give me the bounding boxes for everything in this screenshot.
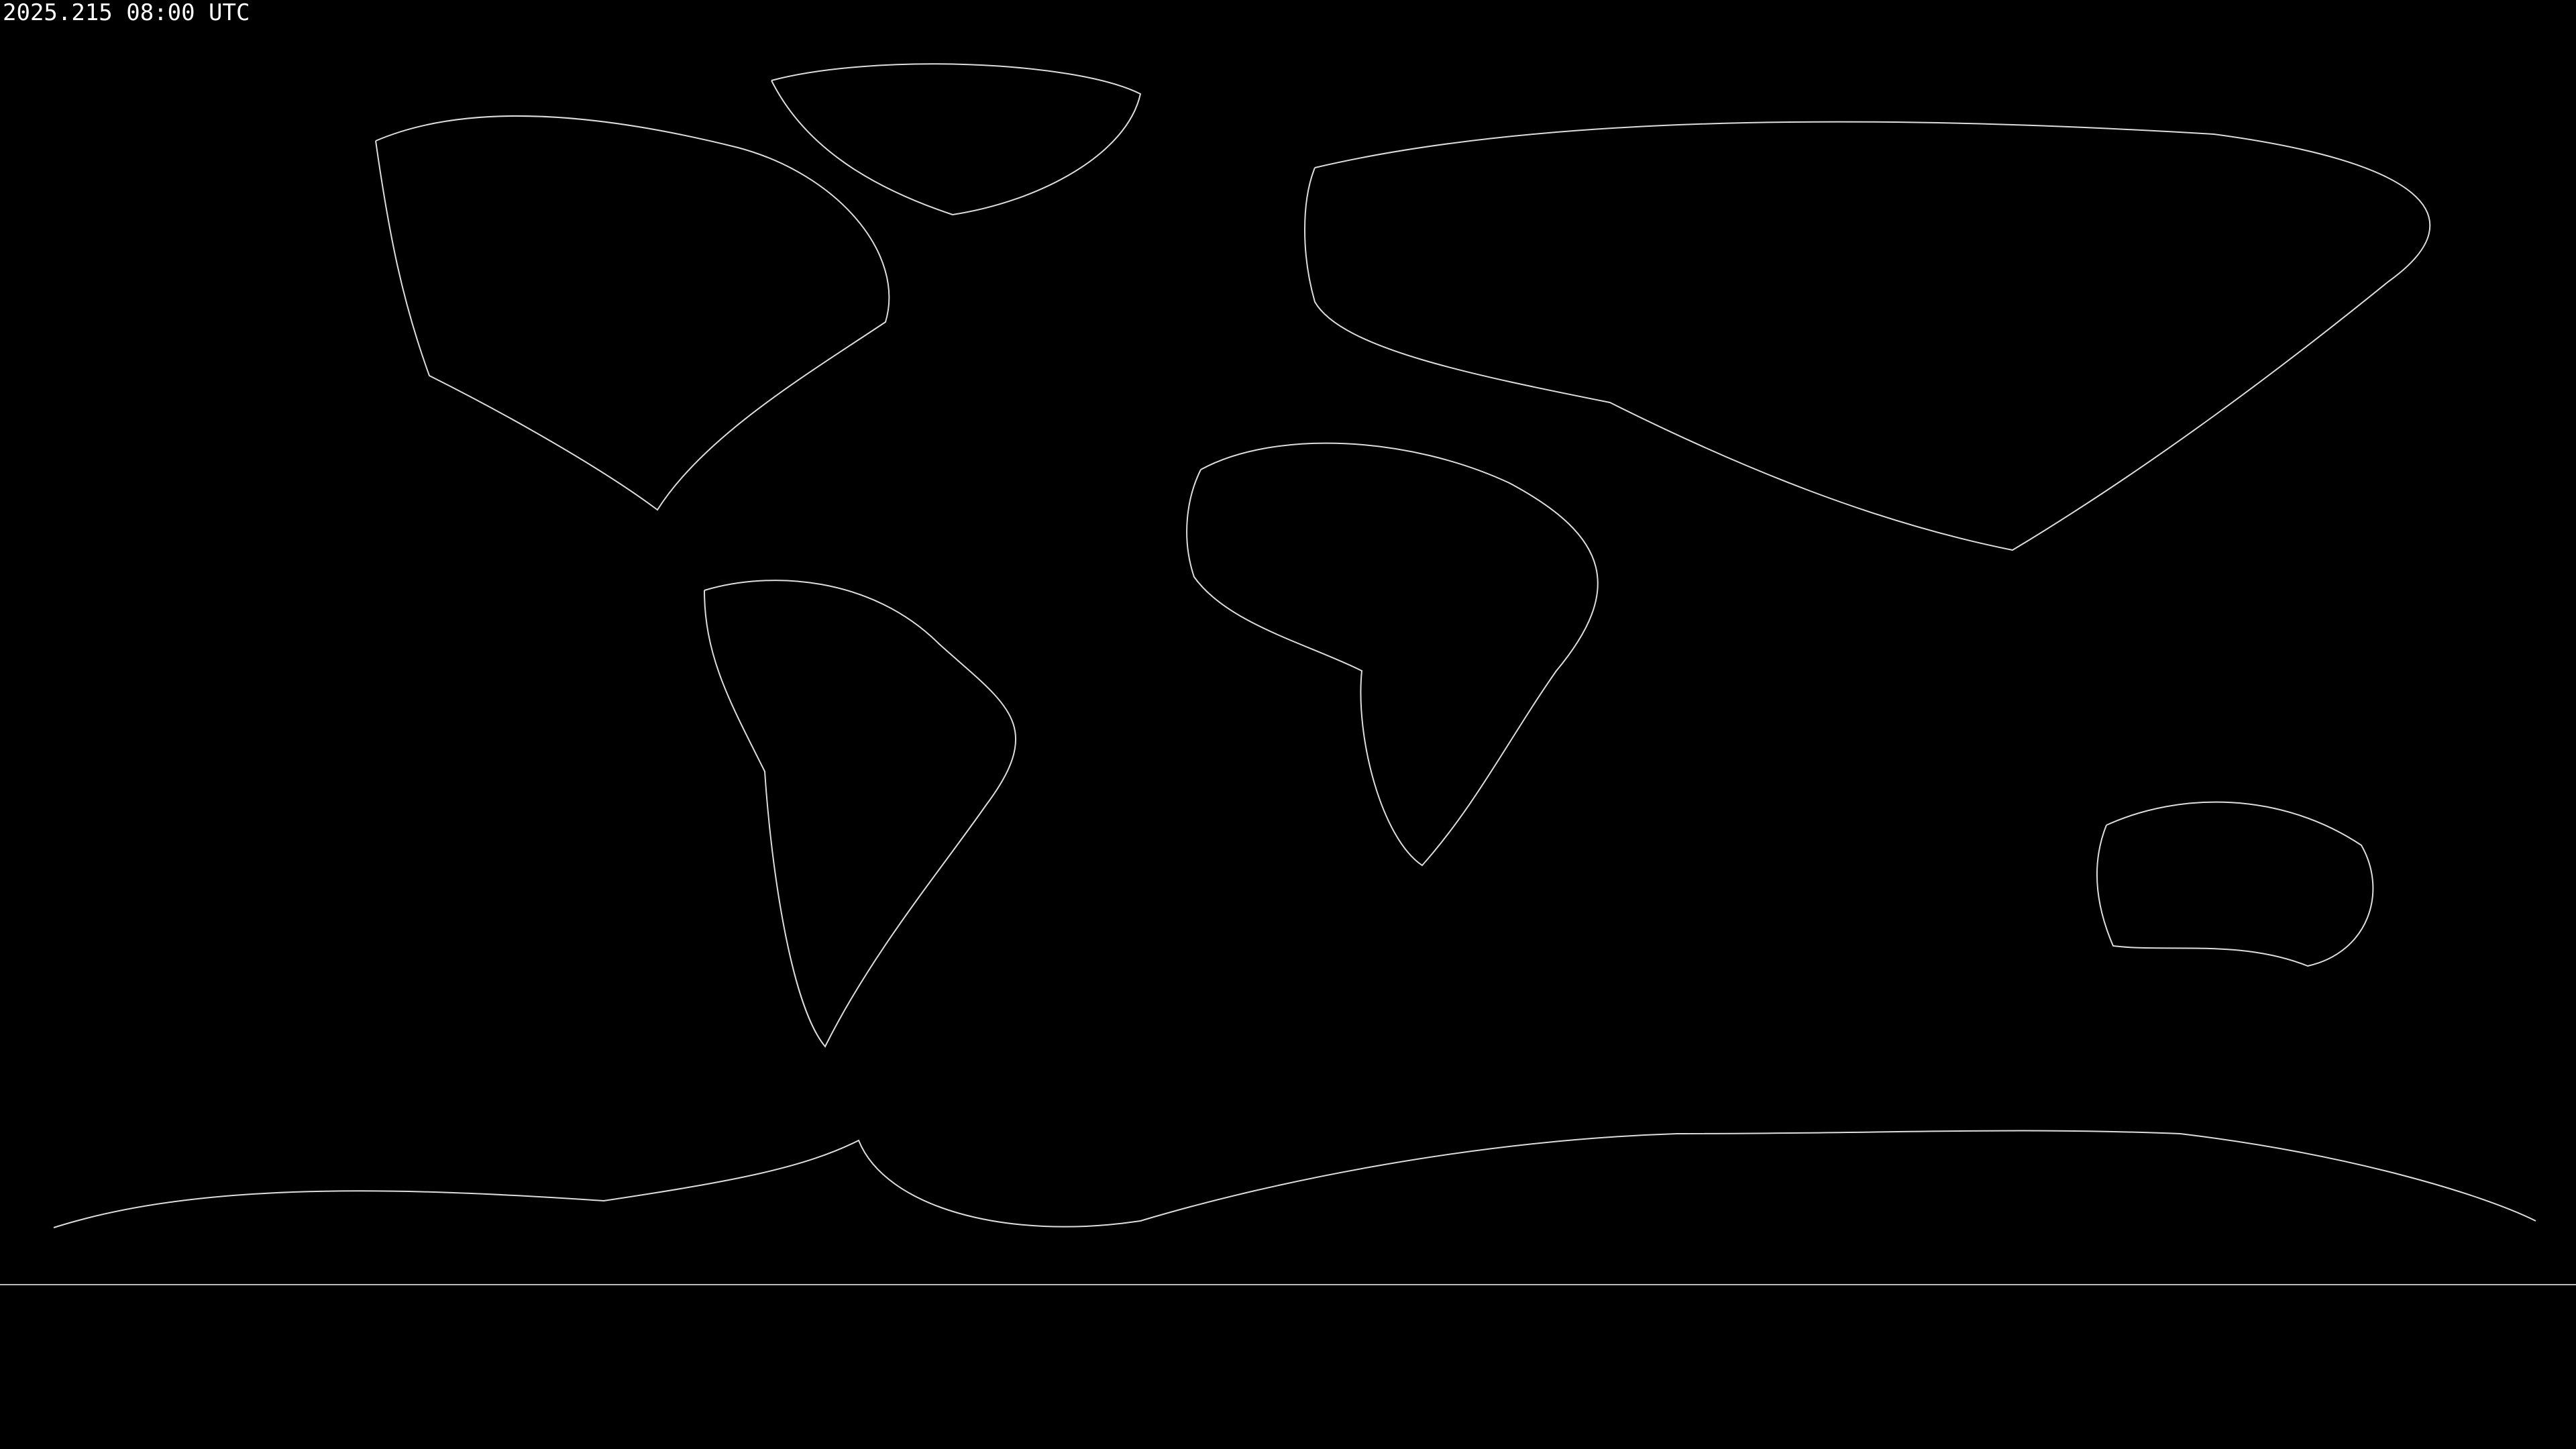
timestamp: 2025.215 08:00 UTC [3,0,250,26]
coastline [1186,442,1599,867]
coastline [1304,121,2431,551]
coastline [704,580,1016,1048]
coastline [2096,801,2374,967]
coastline [771,63,1142,216]
coastline [375,115,890,511]
coastlines [53,63,2536,1228]
coastline [53,1130,2536,1228]
